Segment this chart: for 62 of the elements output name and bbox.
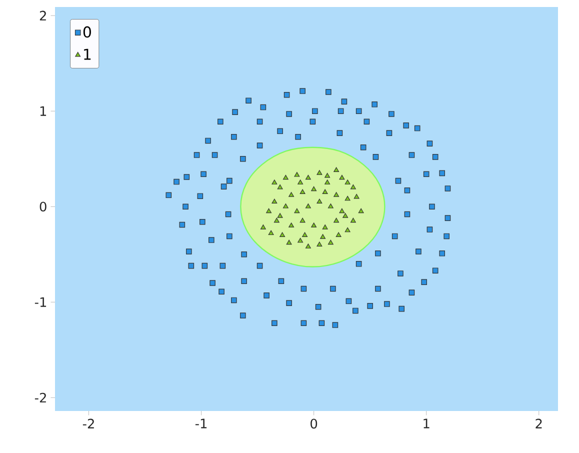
y-tick-label: -1 [34, 297, 46, 307]
point [350, 184, 356, 190]
point [344, 227, 350, 232]
point [350, 218, 356, 223]
point [316, 242, 322, 247]
point [320, 234, 326, 239]
point [334, 218, 340, 223]
point [294, 208, 300, 214]
point [339, 208, 345, 214]
point [288, 222, 294, 228]
y-tick-label: 1 [40, 106, 46, 116]
point [298, 238, 304, 243]
point [268, 230, 274, 236]
point [298, 180, 304, 184]
point [286, 240, 292, 245]
point [277, 184, 283, 190]
point [311, 222, 317, 228]
point [324, 172, 330, 178]
point [282, 174, 288, 180]
point [316, 198, 322, 204]
point [334, 167, 340, 172]
y-tick-label: 2 [40, 10, 46, 20]
point [300, 189, 306, 194]
point [266, 208, 272, 214]
point [305, 244, 311, 248]
point [344, 180, 350, 184]
point [274, 218, 280, 223]
point [300, 218, 306, 223]
point [282, 204, 288, 208]
point [288, 192, 294, 197]
x-tick-label: -2 [82, 418, 94, 428]
point [305, 204, 311, 208]
point [277, 213, 283, 218]
point [336, 232, 342, 237]
point [322, 189, 328, 194]
point [358, 208, 364, 214]
point [272, 180, 278, 184]
point [328, 240, 334, 245]
x-tick-label: 1 [424, 418, 430, 428]
point [302, 232, 308, 237]
point [260, 224, 266, 230]
point [328, 204, 334, 208]
y-tick-label: -2 [34, 392, 46, 402]
point [294, 172, 300, 177]
legend-label: 1 [84, 48, 91, 60]
point [280, 232, 286, 237]
legend-label: 0 [83, 26, 91, 38]
point [322, 224, 328, 230]
point [324, 180, 330, 184]
x-tick-label: 0 [310, 418, 318, 429]
point [339, 174, 345, 180]
point [311, 186, 317, 192]
point [344, 196, 350, 201]
x-tick-label: -1 [195, 418, 207, 428]
point [354, 194, 360, 199]
point [272, 198, 278, 204]
y-tick-label: 0 [40, 202, 46, 212]
point [305, 174, 311, 180]
point [334, 192, 340, 197]
x-tick-label: 2 [536, 418, 542, 428]
point [316, 170, 322, 175]
point [342, 213, 348, 218]
